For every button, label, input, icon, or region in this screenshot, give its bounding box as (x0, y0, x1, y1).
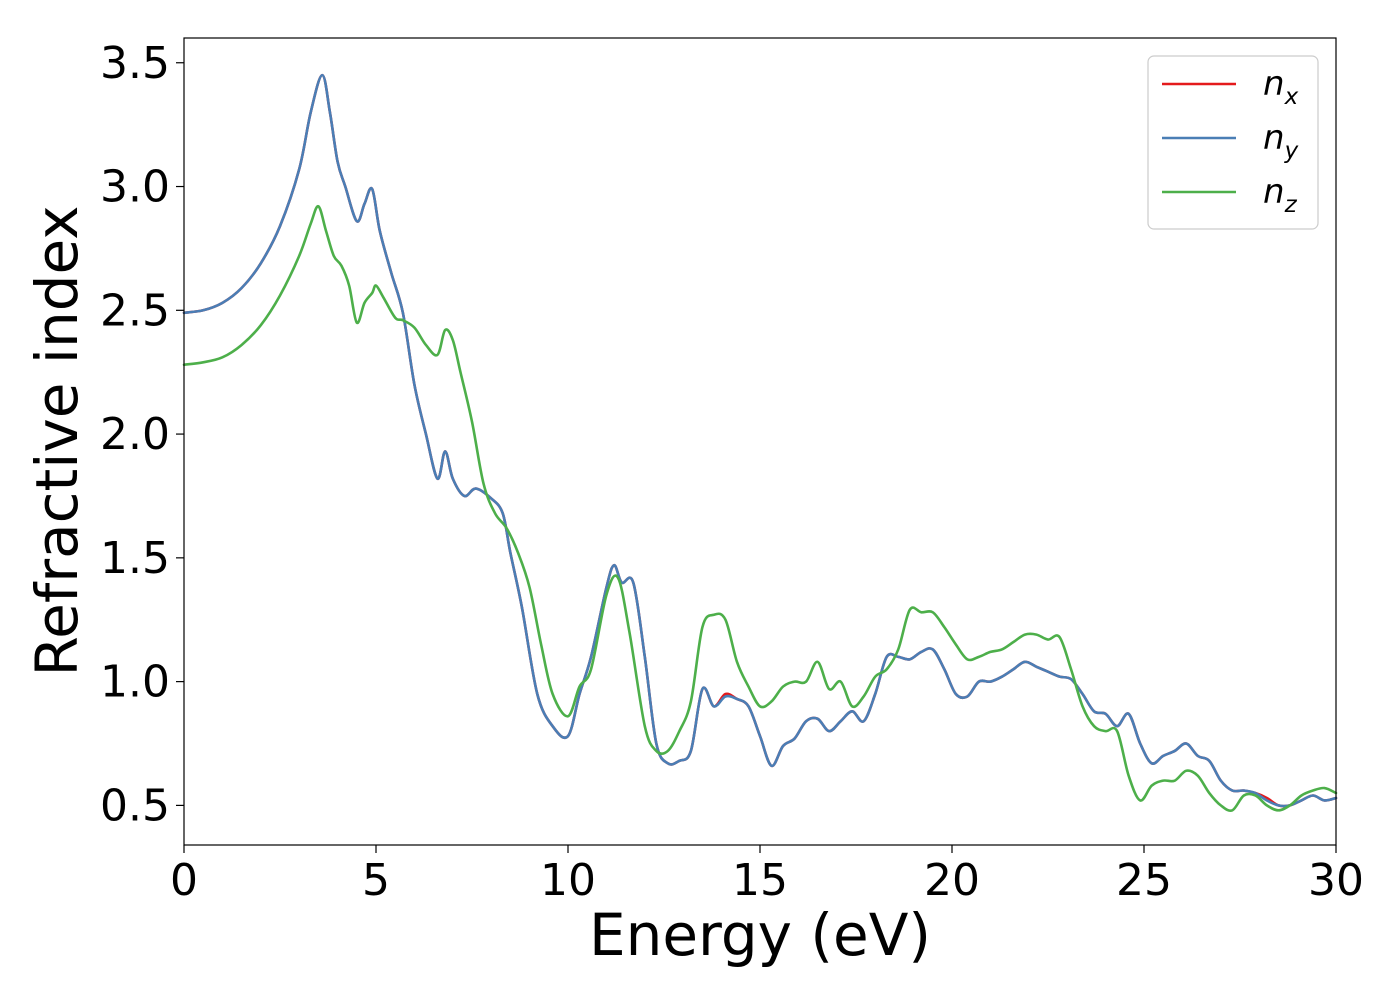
x-tick-label: 10 (540, 855, 596, 906)
y-tick-label: 0.5 (100, 780, 170, 831)
x-axis-label: Energy (eV) (589, 901, 931, 969)
y-tick-label: 2.0 (100, 409, 170, 460)
x-tick-label: 15 (732, 855, 788, 906)
legend-label-n-x: nx (1263, 64, 1299, 110)
y-tick-label: 1.5 (100, 533, 170, 584)
x-tick-label: 5 (362, 855, 390, 906)
legend-label-n-z: nz (1263, 172, 1298, 218)
x-tick-label: 0 (170, 855, 198, 906)
x-tick-label: 30 (1308, 855, 1364, 906)
y-axis-label: Refractive index (23, 205, 91, 676)
legend-label-n-y: ny (1263, 118, 1299, 164)
x-tick-label: 20 (924, 855, 980, 906)
series-line-n-y (182, 73, 1338, 808)
series-line-n-z (182, 205, 1338, 813)
legend-box (1147, 55, 1319, 230)
legend: nx ny nz (1147, 55, 1319, 230)
y-axis-ticks: 0.5 1.0 1.5 2.0 2.5 3.0 3.5 (100, 38, 184, 831)
plot-background (184, 38, 1336, 845)
y-tick-label: 1.0 (100, 657, 170, 708)
y-tick-label: 2.5 (100, 285, 170, 336)
x-tick-label: 25 (1116, 855, 1172, 906)
x-axis-ticks: 0 5 10 15 20 25 30 (170, 845, 1364, 906)
series-lines (182, 73, 1338, 813)
y-tick-label: 3.5 (100, 38, 170, 89)
y-tick-label: 3.0 (100, 162, 170, 213)
